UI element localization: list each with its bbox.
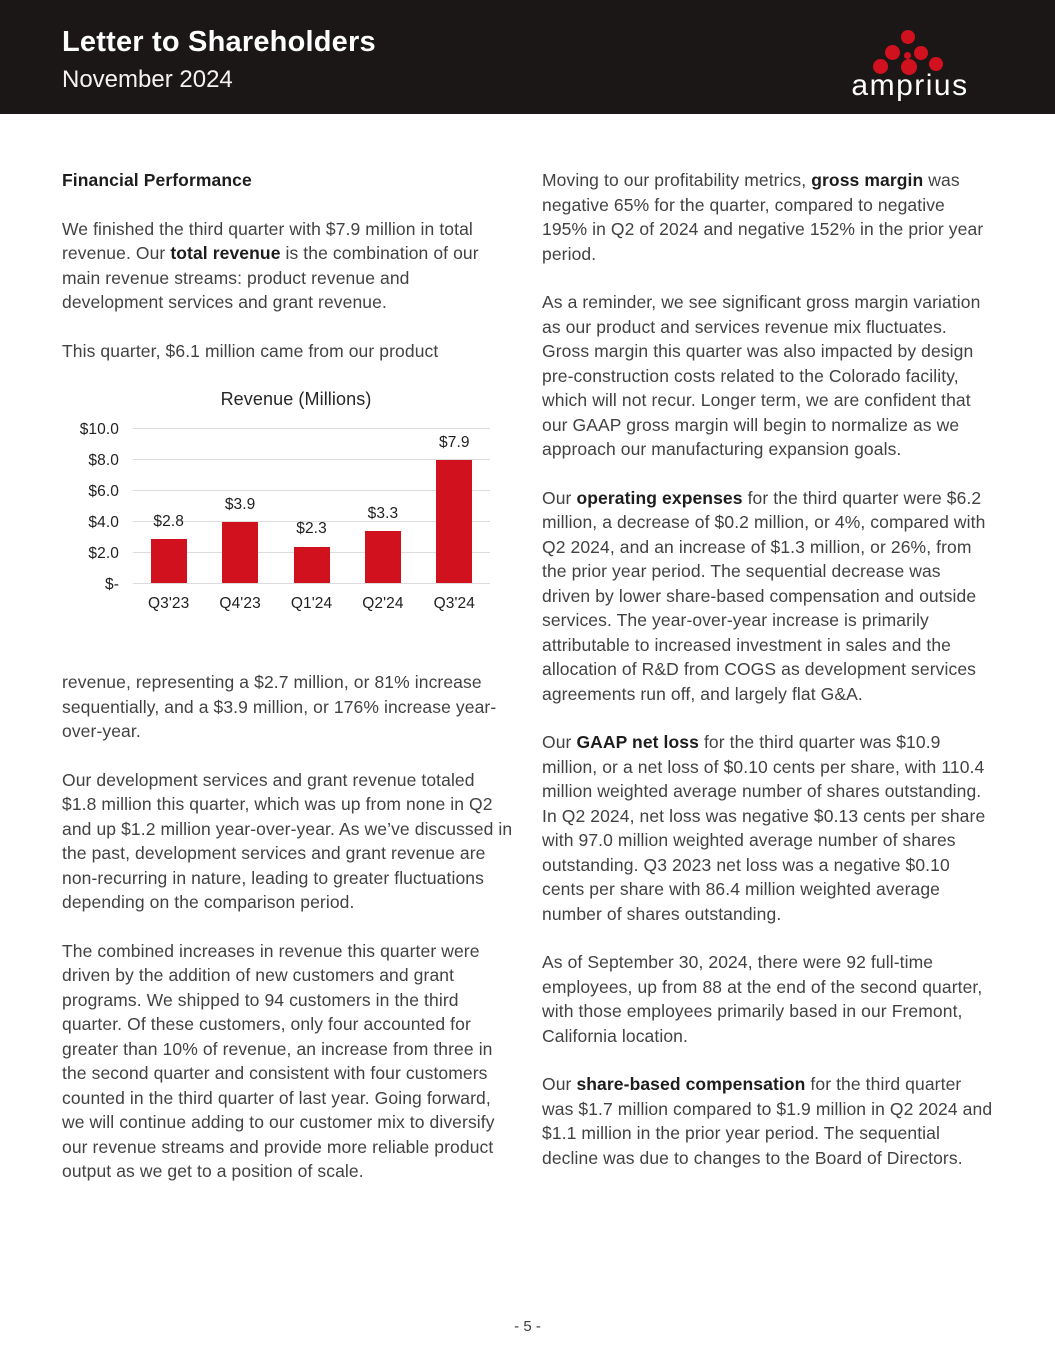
paragraph-gross-margin: Moving to our profitability metrics, gro… [542, 168, 993, 266]
page-title: Letter to Shareholders [62, 26, 376, 58]
chart-gridline [133, 582, 490, 584]
chart-bar-slot: $3.3 [347, 428, 418, 583]
chart-x-tick-label: Q3'23 [148, 594, 190, 612]
text-run: revenue, representing a $2.7 million, or… [62, 672, 497, 741]
logo-dot [914, 46, 928, 60]
chart-x-tick-label: Q1'24 [290, 594, 333, 612]
chart-bar-slot: $3.9 [204, 428, 275, 583]
chart-gridline [133, 520, 490, 522]
chart-bar-value-label: $2.8 [153, 512, 184, 530]
bold-text-run: gross margin [811, 170, 924, 190]
logo-dot [901, 30, 915, 44]
text-run: As a reminder, we see significant gross … [542, 292, 981, 459]
text-run: Our [542, 1074, 577, 1094]
chart-gridline [133, 489, 490, 491]
text-run: for the third quarter was $1.7 million c… [542, 1074, 993, 1168]
chart-x-tick-label: Q3'24 [433, 594, 476, 612]
text-run: As of September 30, 2024, there were 92 … [542, 952, 983, 1046]
paragraph-product-revenue-lead: This quarter, $6.1 million came from our… [62, 339, 513, 364]
chart-bar [293, 546, 330, 583]
chart-gridline [133, 458, 490, 460]
logo-dot [885, 45, 900, 60]
bold-text-run: total revenue [170, 243, 281, 263]
text-run: for the third quarter was $10.9 million,… [542, 732, 986, 924]
paragraph-revenue-increase: revenue, representing a $2.7 million, or… [62, 670, 513, 744]
chart-bar-slot: $2.3 [276, 428, 347, 583]
text-run: for the third quarter were $6.2 million,… [542, 487, 986, 704]
chart-y-tick-label: $10.0 [79, 420, 119, 438]
chart-y-tick-label: $6.0 [88, 482, 119, 500]
chart-plot: $2.8 $3.9 $2.3 $3.3 $7.9 [133, 427, 490, 584]
text-run: Our development services and grant reven… [62, 769, 513, 913]
page-subtitle: November 2024 [62, 66, 233, 93]
chart-bar-slot: $7.9 [419, 428, 490, 583]
chart-bar-value-label: $3.9 [224, 495, 256, 513]
paragraph-margin-variation: As a reminder, we see significant gross … [542, 290, 993, 462]
chart-y-axis: $10.0 $8.0 $6.0 $4.0 $2.0 $- [62, 421, 133, 593]
logo-dot [873, 59, 888, 74]
page-number: - 5 - [514, 1318, 541, 1335]
chart-bar-value-label: $2.3 [296, 520, 327, 538]
chart-x-axis: Q3'23 Q4'23 Q1'24 Q2'24 Q3'24 [133, 592, 490, 617]
chart-bar [364, 531, 401, 583]
bold-text-run: operating expenses [576, 487, 743, 508]
chart-y-tick-label: $8.0 [88, 451, 119, 469]
paragraph-operating-expenses: Our operating expenses for the third qua… [542, 486, 993, 707]
text-run: The combined increases in revenue this q… [62, 940, 495, 1182]
text-run: Our [542, 487, 577, 508]
text-run: We finished the third quarter with $7.9 … [62, 218, 473, 264]
chart-gridline [133, 427, 490, 429]
chart-bar-slot: $2.8 [133, 428, 204, 583]
chart-bar [150, 539, 187, 583]
paragraph-combined-increases: The combined increases in revenue this q… [62, 939, 513, 1184]
chart-bar-value-label: $7.9 [439, 433, 470, 451]
text-run: Our [542, 732, 577, 752]
chart-x-tick-label: Q4'23 [219, 594, 261, 612]
chart-y-tick-label: $- [105, 575, 119, 593]
paragraph-share-based-comp: Our share-based compensation for the thi… [542, 1072, 993, 1170]
revenue-chart: Revenue (Millions) $10.0 $8.0 $6.0 $4.0 $2.0… [62, 387, 490, 616]
chart-title: Revenue (Millions) [220, 389, 372, 409]
paragraph-employees: As of September 30, 2024, there were 92 … [542, 950, 993, 1048]
bold-text-run: GAAP net loss [576, 732, 699, 752]
logo-dot [901, 59, 917, 75]
section-heading-financial-performance: Financial Performance [62, 170, 252, 190]
amprius-wordmark: amprius [851, 69, 969, 102]
bold-text-run: share-based compensation [576, 1074, 806, 1094]
left-column: Financial Performance We finished the th… [62, 168, 513, 1208]
logo-dot [929, 57, 943, 71]
text-run: Moving to our profitability metrics, [542, 170, 812, 190]
chart-x-tick-label: Q2'24 [362, 594, 404, 612]
chart-bar [436, 460, 473, 583]
right-column: Moving to our profitability metrics, gro… [542, 168, 993, 1208]
paragraph-gaap-net-loss: Our GAAP net loss for the third quarter … [542, 730, 993, 926]
paragraph-dev-services: Our development services and grant reven… [62, 768, 513, 915]
chart-body: $10.0 $8.0 $6.0 $4.0 $2.0 $- $2.8 $3.9 $2.3 $3.3… [62, 421, 490, 593]
chart-bar-row: $2.8 $3.9 $2.3 $3.3 $7.9 [133, 428, 490, 583]
paragraph-total-revenue: We finished the third quarter with $7.9 … [62, 217, 513, 315]
letter-body: Financial Performance We finished the th… [0, 114, 1055, 1208]
chart-bar [222, 522, 259, 583]
chart-bar-value-label: $3.3 [367, 504, 399, 522]
chart-y-tick-label: $2.0 [88, 544, 119, 562]
text-run: was negative 65% for the quarter, compar… [542, 170, 984, 264]
amprius-logo: amprius [820, 25, 1000, 105]
chart-y-tick-label: $4.0 [88, 513, 119, 531]
text-run: is the combination of our main revenue s… [62, 243, 479, 312]
page-header: Letter to Shareholders November 2024 amp… [0, 0, 1055, 114]
text-run: This quarter, $6.1 million came from our… [62, 340, 439, 361]
logo-dot [904, 52, 911, 59]
